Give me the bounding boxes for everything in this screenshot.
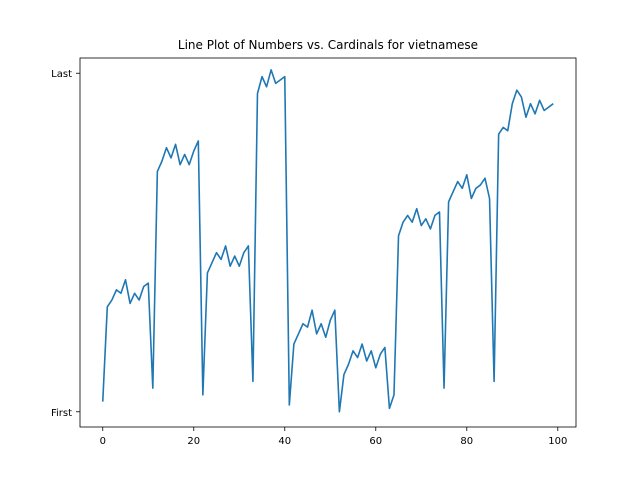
x-tick-label: 100: [548, 436, 567, 447]
x-tick-label: 40: [278, 436, 291, 447]
chart-title: Line Plot of Numbers vs. Cardinals for v…: [178, 38, 478, 52]
x-tick-label: 20: [187, 436, 200, 447]
plot-frame: [79, 57, 577, 428]
series-line-0: [101, 69, 554, 413]
plot-area: [101, 69, 554, 413]
x-tick-label: 60: [369, 436, 382, 447]
y-axis: First Last: [51, 69, 80, 419]
y-tick-label: Last: [51, 69, 72, 80]
x-axis: 0 20 40 60 80 100: [100, 427, 567, 447]
x-tick-label: 80: [460, 436, 473, 447]
y-tick-label: First: [51, 408, 72, 419]
x-tick-label: 0: [100, 436, 106, 447]
